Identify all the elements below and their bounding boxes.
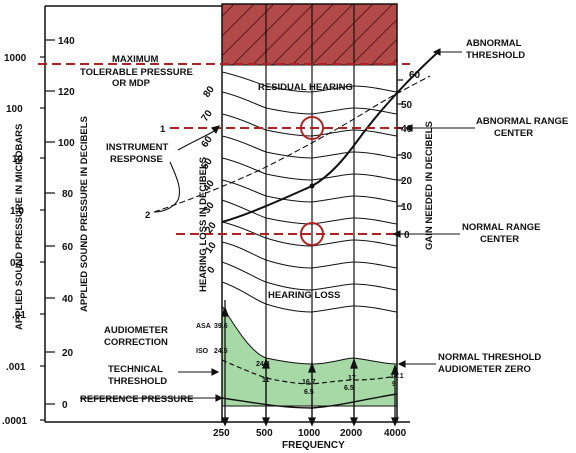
- hearing-loss-label: HEARING LOSS: [268, 290, 340, 301]
- abnormal-curve-point-1000: [309, 183, 315, 189]
- hearing-loss-tick: 60: [199, 134, 215, 150]
- correction-values: ASA 39.6 ISO 24.5 24.8 11 16.7 6.5 17 6.…: [196, 323, 404, 396]
- asa-value: 39.6: [214, 323, 228, 330]
- normal-range-center-marker: [300, 222, 324, 246]
- iso-value: 24.5: [214, 348, 228, 355]
- decibel-tick: 80: [62, 189, 74, 200]
- hearing-loss-tick: 70: [199, 108, 215, 124]
- normal-threshold-label-1: NORMAL THRESHOLD: [438, 352, 541, 363]
- microbar-tick: .01: [12, 310, 26, 321]
- gain-tick-labels: 60 50 40 30 20 10 0: [401, 70, 421, 241]
- gain-axis-title: GAIN NEEDED IN DECIBELS: [424, 121, 435, 250]
- abnormal-range-label-1: ABNORMAL RANGE: [476, 116, 568, 127]
- technical-label-1: TECHNICAL: [108, 364, 163, 375]
- frequency-arrows: [221, 300, 399, 427]
- decibel-tick-marks: [45, 39, 55, 405]
- microbar-tick: .0001: [2, 416, 27, 427]
- normal-range-label-1: NORMAL RANGE: [462, 222, 540, 233]
- correction-500-a: 24.8: [256, 361, 270, 368]
- frequency-gridlines: [265, 4, 355, 422]
- gain-tick: 60: [409, 70, 421, 81]
- frequency-axis-title: FREQUENCY: [282, 440, 345, 451]
- correction-1000-b: 6.5: [304, 389, 314, 396]
- gain-tick-marks: [397, 79, 403, 235]
- decibel-tick: 40: [62, 294, 74, 305]
- gain-tick: 30: [401, 151, 413, 162]
- microbar-tick-labels: 1000 100 10 1.0 0.1 .01 .001 .0001: [2, 53, 27, 427]
- gain-tick: 10: [401, 202, 413, 213]
- gain-tick: 50: [401, 100, 413, 111]
- abnormal-threshold-label-2: THRESHOLD: [466, 50, 525, 61]
- gain-tick: 40: [401, 124, 413, 135]
- frequency-tick-labels: 250 500 1000 2000 4000: [213, 428, 407, 439]
- microbar-tick: 1000: [4, 53, 27, 64]
- microbar-tick: .001: [6, 362, 26, 373]
- iso-label: ISO: [196, 348, 209, 355]
- frequency-tick: 4000: [384, 428, 407, 439]
- microbar-tick: 10: [12, 154, 24, 165]
- correction-4000-a: 15.1: [390, 373, 404, 380]
- callout-pointers: [80, 48, 475, 402]
- residual-hearing-label: RESIDUAL HEARING: [258, 82, 353, 93]
- abnormal-threshold-label-1: ABNORMAL: [466, 38, 522, 49]
- red-dashed-lines: [38, 63, 410, 235]
- decibel-tick-labels: 140 120 100 80 60 40 20 0: [58, 36, 75, 411]
- frequency-tick: 500: [256, 428, 273, 439]
- correction-2000-b: 6.5: [344, 385, 354, 392]
- normal-range-label-2: CENTER: [480, 234, 519, 245]
- decibel-tick: 60: [62, 242, 74, 253]
- microbar-tick: 0.1: [10, 258, 24, 269]
- decibel-tick: 120: [58, 87, 75, 98]
- frequency-tick: 250: [213, 428, 230, 439]
- left-axis-frame: [44, 5, 410, 423]
- normal-threshold-label-2: AUDIOMETER ZERO: [438, 364, 531, 375]
- audiometer-label-1: AUDIOMETER: [104, 325, 168, 336]
- maximum-label-3: OR MDP: [112, 78, 151, 89]
- decibel-tick: 0: [62, 400, 68, 411]
- technical-label-2: THRESHOLD: [108, 376, 167, 387]
- abnormal-threshold-curve: [221, 51, 439, 223]
- instrument-label-1: INSTRUMENT: [106, 142, 168, 153]
- microbar-tick-marks: [40, 56, 45, 421]
- microbar-tick: 1.0: [10, 206, 24, 217]
- hearing-loss-contours: [221, 71, 398, 313]
- asa-label: ASA: [196, 323, 211, 330]
- audiometer-label-2: CORRECTION: [104, 337, 168, 348]
- microbar-axis-title: APPLIED SOUND PRESSURE IN MICROBARS: [14, 124, 25, 330]
- gain-tick: 0: [404, 230, 410, 241]
- correction-1000-a: 16.7: [302, 379, 316, 386]
- reference-pressure-label: REFERENCE PRESSURE: [80, 394, 194, 405]
- hearing-loss-tick: 0: [205, 264, 217, 275]
- gain-tick: 20: [401, 176, 413, 187]
- chart-area: [221, 3, 398, 423]
- decibel-tick: 140: [58, 36, 75, 47]
- marker-1-label: 1: [160, 124, 166, 135]
- decibel-tick: 100: [58, 138, 75, 149]
- decibel-axis-title: APPLIED SOUND PRESSURE IN DECIBELS: [79, 116, 90, 312]
- maximum-label-1: MAXIMUM: [112, 54, 159, 65]
- technical-threshold-curve: [221, 359, 398, 385]
- correction-500-b: 11: [262, 377, 270, 384]
- instrument-label-2: RESPONSE: [110, 154, 163, 165]
- instrument-response-line: [153, 75, 431, 213]
- correction-4000-b: 9: [392, 381, 396, 388]
- marker-2-label: 2: [145, 210, 150, 221]
- frequency-tick: 2000: [340, 428, 363, 439]
- abnormal-range-label-2: CENTER: [494, 128, 533, 139]
- microbar-tick: 100: [6, 104, 23, 115]
- intolerable-zone: [221, 3, 398, 66]
- hearing-loss-axis-title: HEARING LOSS IN DECIBELS: [198, 157, 209, 292]
- decibel-tick: 20: [62, 348, 74, 359]
- hearing-loss-tick: 80: [201, 84, 217, 100]
- maximum-label-2: TOLERABLE PRESSURE: [80, 67, 193, 78]
- correction-2000-a: 17: [348, 375, 356, 382]
- frequency-tick: 1000: [298, 428, 321, 439]
- abnormal-range-center-marker: [300, 116, 324, 140]
